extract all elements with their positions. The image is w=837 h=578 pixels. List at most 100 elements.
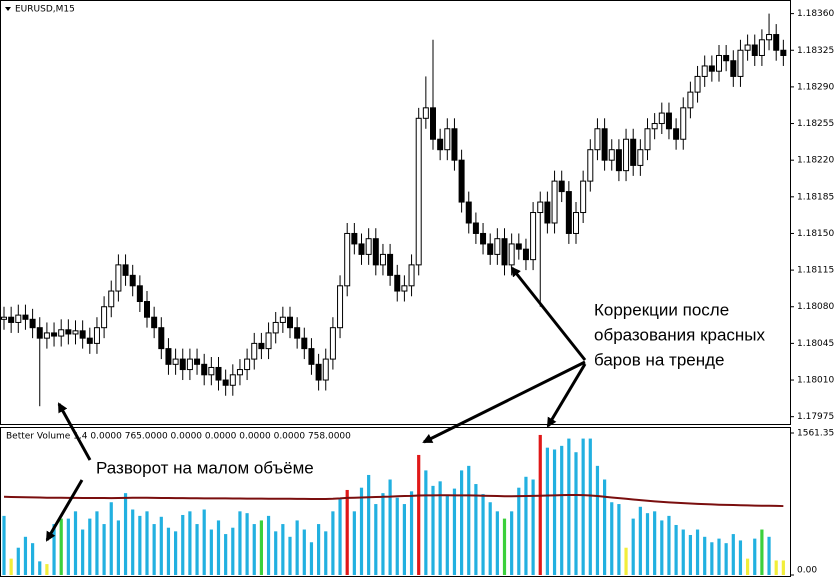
volume-bar	[717, 538, 721, 575]
volume-bar	[724, 543, 728, 575]
candle-body	[287, 316, 293, 329]
candle-body	[465, 201, 472, 224]
candle-body	[387, 253, 394, 276]
volume-bar	[81, 529, 85, 575]
volume-bar	[638, 506, 642, 575]
volume-bar	[617, 504, 621, 575]
candle-body	[8, 316, 15, 323]
candle-body	[158, 327, 165, 350]
candle-body	[308, 348, 315, 365]
candle-body	[122, 264, 129, 276]
candle-body	[730, 60, 737, 77]
candle-body	[22, 314, 29, 320]
volume-bar	[552, 449, 557, 575]
volume-bar	[374, 504, 378, 575]
volume-bar	[746, 558, 750, 575]
volume-bar	[116, 520, 120, 575]
candle-body	[608, 149, 615, 161]
candle-body	[379, 253, 386, 266]
candle-body	[65, 329, 72, 335]
candle-body	[351, 232, 358, 245]
volume-bar	[567, 438, 571, 575]
volume-bar	[402, 504, 406, 575]
candle-body	[444, 128, 451, 151]
volume-bar	[345, 489, 349, 575]
candle-body	[558, 180, 565, 193]
candle-body	[673, 128, 680, 140]
volume-bar	[245, 513, 249, 575]
candle-body	[601, 128, 608, 161]
candle-body	[322, 358, 329, 381]
candle-body	[344, 232, 351, 287]
candle-body	[644, 128, 651, 151]
candle-body	[51, 332, 58, 337]
volume-bar	[138, 515, 142, 575]
candle-body	[93, 327, 100, 344]
candle-body	[515, 243, 522, 250]
candle-body	[744, 44, 751, 51]
volume-bar	[560, 445, 564, 575]
candle-body	[766, 34, 773, 41]
volume-bar	[631, 518, 635, 575]
candle-body	[580, 180, 587, 214]
candle-body	[522, 248, 529, 261]
indicator-title: Better Volume 1.4 0.0000 765.0000 0.0000…	[6, 432, 351, 442]
y-tick-label: 1.18255	[797, 119, 834, 129]
volume-bar	[545, 447, 549, 575]
candle-body	[115, 264, 122, 292]
candle-body	[72, 330, 79, 335]
volume-bar	[688, 534, 692, 575]
volume-bar	[538, 434, 542, 575]
y-tick-label: 0.00	[797, 566, 817, 576]
volume-bar	[452, 488, 457, 575]
volume-bar	[738, 540, 743, 575]
volume-bar	[667, 515, 671, 575]
candle-body	[365, 238, 372, 255]
volume-bar	[16, 547, 20, 575]
candle-body	[630, 138, 637, 166]
candle-body	[215, 366, 222, 381]
candle-body	[694, 75, 701, 93]
volume-bar	[231, 527, 235, 575]
volume-bar	[660, 520, 664, 575]
candle-body	[680, 107, 687, 140]
candle-body	[437, 138, 444, 151]
volume-bar	[159, 516, 163, 575]
volume-bar	[653, 511, 657, 575]
volume-bar	[517, 487, 521, 575]
volume-bar	[610, 502, 614, 575]
candle-body	[723, 54, 730, 62]
volume-bar	[38, 561, 42, 575]
volume-bar	[23, 536, 28, 575]
candle-body	[151, 316, 158, 329]
volume-bar	[388, 479, 392, 575]
volume-bar	[216, 520, 221, 575]
volume-bar	[102, 524, 106, 575]
y-tick-label: 1.18115	[797, 266, 834, 276]
candle-body	[58, 329, 65, 337]
candle-body	[780, 49, 787, 56]
candle-body	[15, 314, 22, 323]
volume-average	[3, 493, 784, 508]
candle-body	[358, 243, 365, 255]
volume-bar	[731, 534, 735, 575]
annotation: Разворот на малом объёме	[96, 458, 314, 477]
candle-body	[129, 274, 136, 287]
candle-body	[751, 44, 758, 56]
volume-bar	[367, 474, 371, 575]
candle-body	[594, 128, 601, 151]
candle-body	[29, 318, 36, 329]
annotation: баров на тренде	[594, 350, 725, 369]
candle-body	[501, 238, 508, 266]
candle-body	[101, 306, 108, 329]
volume-bar	[417, 454, 421, 575]
candle-body	[136, 285, 143, 303]
candle-body	[573, 212, 579, 234]
candle-body	[272, 321, 279, 334]
volume-bar	[603, 479, 607, 575]
annotation: образования красных	[594, 325, 766, 344]
volume-bar	[481, 494, 485, 575]
volume-bar	[352, 511, 356, 575]
candle-body	[79, 330, 86, 339]
volume-bar	[460, 470, 464, 575]
